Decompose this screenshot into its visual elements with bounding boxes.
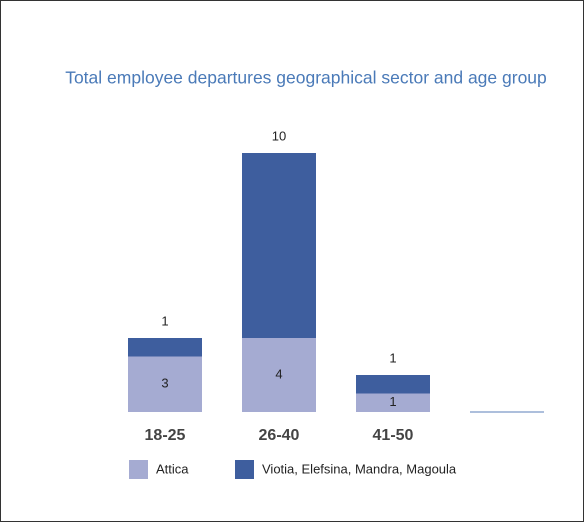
data-label: 4 <box>275 366 282 381</box>
data-label: 1 <box>389 350 396 365</box>
bar-segment <box>128 356 202 412</box>
bar-segment <box>356 375 430 394</box>
x-tick-label: 41-50 <box>373 427 414 444</box>
legend-label: Viotia, Elefsina, Mandra, Magoula <box>262 461 457 476</box>
bar-segment <box>242 153 316 338</box>
legend-label: Attica <box>156 461 189 476</box>
x-tick-label: 18-25 <box>145 427 186 444</box>
bar-segment <box>128 338 202 357</box>
data-label: 1 <box>389 394 396 409</box>
bar-segment <box>356 393 430 412</box>
bar-segment <box>242 338 316 412</box>
legend-swatch <box>235 460 254 479</box>
data-label: 10 <box>272 128 286 143</box>
x-tick-label: 26-40 <box>259 427 300 444</box>
legend-swatch <box>129 460 148 479</box>
data-label: 1 <box>161 313 168 328</box>
chart-title: Total employee departures geographical s… <box>65 68 547 88</box>
data-label: 3 <box>161 376 168 391</box>
